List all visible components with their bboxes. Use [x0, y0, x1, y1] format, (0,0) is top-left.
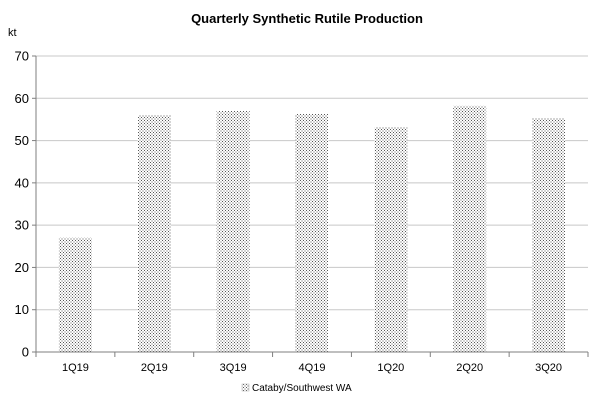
y-tick-label: 50 — [15, 133, 29, 148]
x-tick-label: 1Q20 — [377, 362, 404, 374]
x-tick-label: 1Q19 — [62, 362, 89, 374]
x-tick-label: 2Q19 — [141, 362, 168, 374]
x-axis-ticks: 1Q19 2Q19 3Q19 4Q19 1Q20 2Q20 3Q20 — [35, 352, 589, 374]
x-tick-label: 3Q20 — [535, 362, 562, 374]
bar — [532, 118, 566, 352]
legend: Cataby/Southwest WA — [241, 383, 352, 394]
y-tick-label: 60 — [15, 91, 29, 106]
y-tick-label: 20 — [15, 260, 29, 275]
bar — [58, 237, 92, 352]
x-tick-label: 2Q20 — [456, 362, 483, 374]
chart-title: Quarterly Synthetic Rutile Production — [191, 11, 423, 26]
y-tick-label: 40 — [15, 175, 29, 190]
y-tick-label: 30 — [15, 218, 29, 233]
bar — [137, 115, 171, 352]
bar — [374, 127, 408, 352]
bars — [58, 105, 566, 352]
legend-label: Cataby/Southwest WA — [252, 383, 352, 394]
axes — [35, 56, 588, 353]
y-axis-unit-label: kt — [8, 27, 17, 39]
y-tick-label: 10 — [15, 302, 29, 317]
x-tick-label: 3Q19 — [220, 362, 247, 374]
y-tick-label: 70 — [15, 49, 29, 64]
x-tick-label: 4Q19 — [299, 362, 326, 374]
y-tick-label: 0 — [22, 345, 29, 360]
y-axis-ticks: 0 10 20 30 40 50 60 70 — [15, 49, 36, 360]
bar — [453, 105, 487, 352]
legend-swatch — [241, 383, 250, 392]
bar — [295, 113, 329, 352]
bar — [216, 110, 250, 352]
